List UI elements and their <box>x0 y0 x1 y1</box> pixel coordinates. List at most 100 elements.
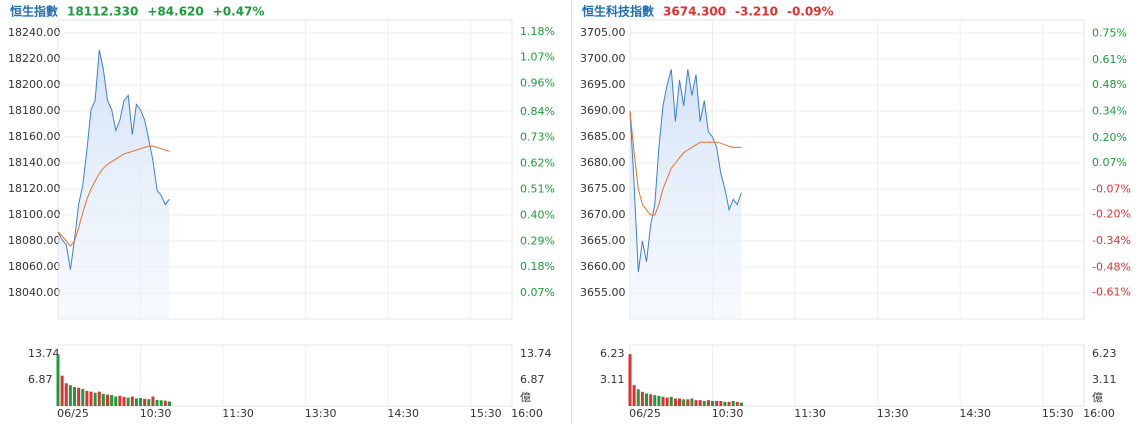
volume-bar <box>151 396 155 406</box>
volume-tick-label: 6.23 <box>600 347 625 360</box>
price-panel <box>57 19 513 320</box>
x-tick-label: 06/25 <box>57 407 89 420</box>
x-tick-label: 11:30 <box>794 407 826 420</box>
y-tick-label: 18120.00 <box>8 182 61 195</box>
header-price: 18112.330 <box>67 5 138 19</box>
y-tick-label: 18100.00 <box>8 208 61 221</box>
x-tick-label: 14:30 <box>959 407 991 420</box>
header-change-pct: +0.47% <box>213 5 265 19</box>
volume-bar <box>159 400 163 406</box>
volume-bar <box>114 396 118 406</box>
volume-unit: 億 <box>520 391 531 404</box>
y2-tick-label: 0.61% <box>1092 53 1127 66</box>
y2-tick-label: -0.07% <box>1092 182 1131 195</box>
volume-tick-label: 3.11 <box>600 373 625 386</box>
y-tick-label: 18040.00 <box>8 286 61 299</box>
volume-bar <box>690 398 694 406</box>
volume-bar <box>93 392 97 406</box>
volume-bar <box>118 395 122 406</box>
x-tick-label: 13:30 <box>877 407 909 420</box>
y-tick-label: 3680.00 <box>580 156 626 169</box>
y-tick-label: 18160.00 <box>8 130 61 143</box>
average-line <box>629 110 742 216</box>
volume-bar <box>163 400 167 406</box>
y-tick-label: 18200.00 <box>8 78 61 91</box>
y-tick-label: 18140.00 <box>8 156 61 169</box>
volume-bar <box>731 400 735 406</box>
y-tick-label: 18180.00 <box>8 104 61 117</box>
volume-bar <box>97 391 101 406</box>
y-tick-label: 18240.00 <box>8 26 61 39</box>
y2-tick-label: 1.07% <box>520 51 555 64</box>
y2-tick-label: 0.34% <box>1092 104 1127 117</box>
price-area <box>630 69 742 320</box>
volume-bar <box>134 398 138 406</box>
x-tick-label: 15:30 <box>1042 407 1074 420</box>
volume-bar <box>711 400 715 406</box>
volume-bar <box>719 400 723 406</box>
volume-bar <box>645 393 649 406</box>
volume-bar <box>665 397 669 406</box>
volume-bar <box>89 391 93 406</box>
y-tick-label: 3690.00 <box>580 104 626 117</box>
y-tick-label: 3660.00 <box>580 260 626 273</box>
volume-bar <box>77 387 81 406</box>
y2-tick-label: 0.40% <box>520 208 555 221</box>
volume-bar <box>735 401 739 406</box>
volume-bar <box>167 401 171 406</box>
volume-bar <box>673 398 677 406</box>
y2-tick-label: 0.20% <box>1092 131 1127 144</box>
header-price: 3674.300 <box>663 5 726 19</box>
volume-bar <box>147 399 151 406</box>
volume-tick-label: 13.74 <box>520 347 552 360</box>
y-tick-label: 3685.00 <box>580 130 626 143</box>
volume-bar <box>60 375 64 406</box>
y-tick-label: 18060.00 <box>8 260 61 273</box>
x-tick-label: 10:30 <box>712 407 744 420</box>
y-tick-label: 3700.00 <box>580 52 626 65</box>
volume-bar <box>657 395 661 406</box>
volume-bar <box>628 354 632 406</box>
header-change-pct: -0.09% <box>787 5 834 19</box>
volume-bar <box>682 399 686 406</box>
volume-bar <box>155 399 159 406</box>
volume-bar <box>653 395 657 406</box>
y-tick-label: 3675.00 <box>580 182 626 195</box>
volume-bar <box>64 383 68 406</box>
y2-tick-label: -0.48% <box>1092 261 1131 274</box>
y2-tick-label: 0.96% <box>520 77 555 90</box>
y2-tick-label: -0.61% <box>1092 285 1131 298</box>
y2-tick-label: -0.20% <box>1092 207 1131 220</box>
volume-bar <box>739 402 743 406</box>
volume-bar <box>68 385 72 406</box>
y-tick-label: 3665.00 <box>580 234 626 247</box>
volume-bar <box>702 400 706 406</box>
x-tick-label: 16:00 <box>511 407 543 420</box>
volume-bar <box>694 400 698 406</box>
volume-bar <box>81 388 85 406</box>
price-line <box>629 69 742 273</box>
volume-panel <box>629 344 1085 407</box>
average-line <box>57 145 170 248</box>
header-title: 恒生指數 <box>10 4 58 19</box>
x-tick-label: 10:30 <box>140 407 172 420</box>
y-tick-label: 3670.00 <box>580 208 626 221</box>
y2-tick-label: 0.18% <box>520 260 555 273</box>
y-tick-label: 3705.00 <box>580 26 626 39</box>
volume-tick-label: 6.23 <box>1092 347 1117 360</box>
volume-tick-label: 6.87 <box>520 373 545 386</box>
volume-bar <box>723 401 727 406</box>
x-tick-label: 14:30 <box>387 407 419 420</box>
volume-bar <box>669 396 673 406</box>
y2-tick-label: 0.84% <box>520 105 555 118</box>
volume-bar <box>661 396 665 406</box>
y2-tick-label: 1.18% <box>520 25 555 38</box>
volume-bar <box>636 389 640 406</box>
y-tick-label: 3655.00 <box>580 286 626 299</box>
volume-tick-label: 6.87 <box>28 373 53 386</box>
x-tick-label: 15:30 <box>470 407 502 420</box>
volume-bar <box>143 398 147 406</box>
y-tick-label: 18220.00 <box>8 52 61 65</box>
volume-bar <box>678 398 682 406</box>
